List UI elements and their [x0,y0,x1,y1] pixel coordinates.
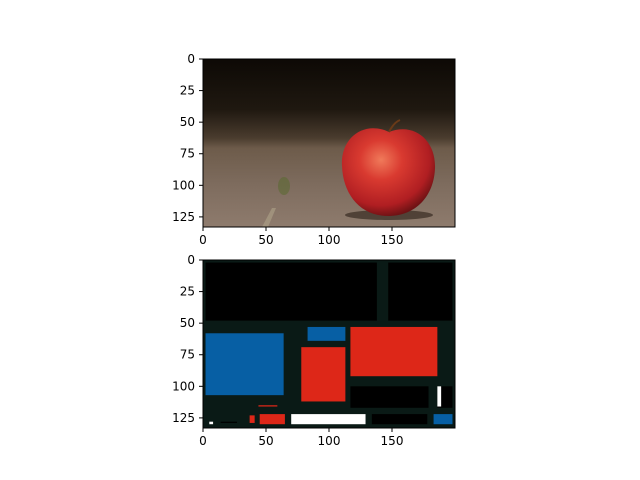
segmentation-region [437,386,442,407]
apple-photo [203,59,455,227]
segmentation-region [220,421,238,423]
segmentation-x-axis: 0 50 100 150 [199,428,403,448]
segmentation-y-tick-label: 125 [172,411,195,425]
photo-x-tick-label: 0 [199,233,207,247]
photo-y-axis: 0 25 50 75 100 125 [172,52,203,224]
segmentation-y-tick-label: 50 [180,316,195,330]
apple-stem [388,119,401,133]
apple-photo-panel: 0 50 100 150 0 25 50 75 100 125 [172,52,456,247]
photo-y-tick-label: 100 [172,178,195,192]
segmentation-region [209,421,214,425]
segmentation-region [388,262,453,321]
segmentation-region [258,405,278,407]
segmentation-region [205,262,377,321]
segmentation-y-tick-label: 25 [180,285,195,299]
segmentation-region [205,333,284,396]
photo-x-tick-label: 50 [258,233,273,247]
segmentation-x-tick-label: 150 [381,434,404,448]
segmentation-y-tick-label: 75 [180,348,195,362]
segmentation-region [301,347,346,402]
segmentation-region [433,414,453,425]
photo-y-tick-label: 50 [180,115,195,129]
segmentation-x-tick-label: 50 [258,434,273,448]
photo-y-tick-label: 0 [187,52,195,66]
segmentation-region [350,386,429,408]
segmentation-x-tick-label: 100 [318,434,341,448]
photo-y-tick-label: 75 [180,147,195,161]
segmentation-y-tick-label: 100 [172,379,195,393]
apple [341,128,436,216]
segmentation-region [307,326,346,341]
segmentation-region [350,326,438,377]
photo-x-tick-label: 100 [318,233,341,247]
segmentation-y-tick-label: 0 [187,253,195,267]
segmentation-region [259,414,285,425]
segmentation-region [249,415,255,423]
segmentation-x-tick-label: 0 [199,434,207,448]
segmentation-region [371,414,428,425]
photo-y-tick-label: 125 [172,210,195,224]
road-marking [262,208,276,227]
photo-x-axis: 0 50 100 150 [199,227,403,247]
photo-x-tick-label: 150 [381,233,404,247]
segmentation-panel: 0 50 100 150 0 25 50 75 100 125 [172,253,456,448]
segmentation-regions [205,262,453,425]
segmentation-region [291,414,366,425]
grass-tuft [278,177,290,195]
segmentation-y-axis: 0 25 50 75 100 125 [172,253,203,425]
photo-y-tick-label: 25 [180,84,195,98]
